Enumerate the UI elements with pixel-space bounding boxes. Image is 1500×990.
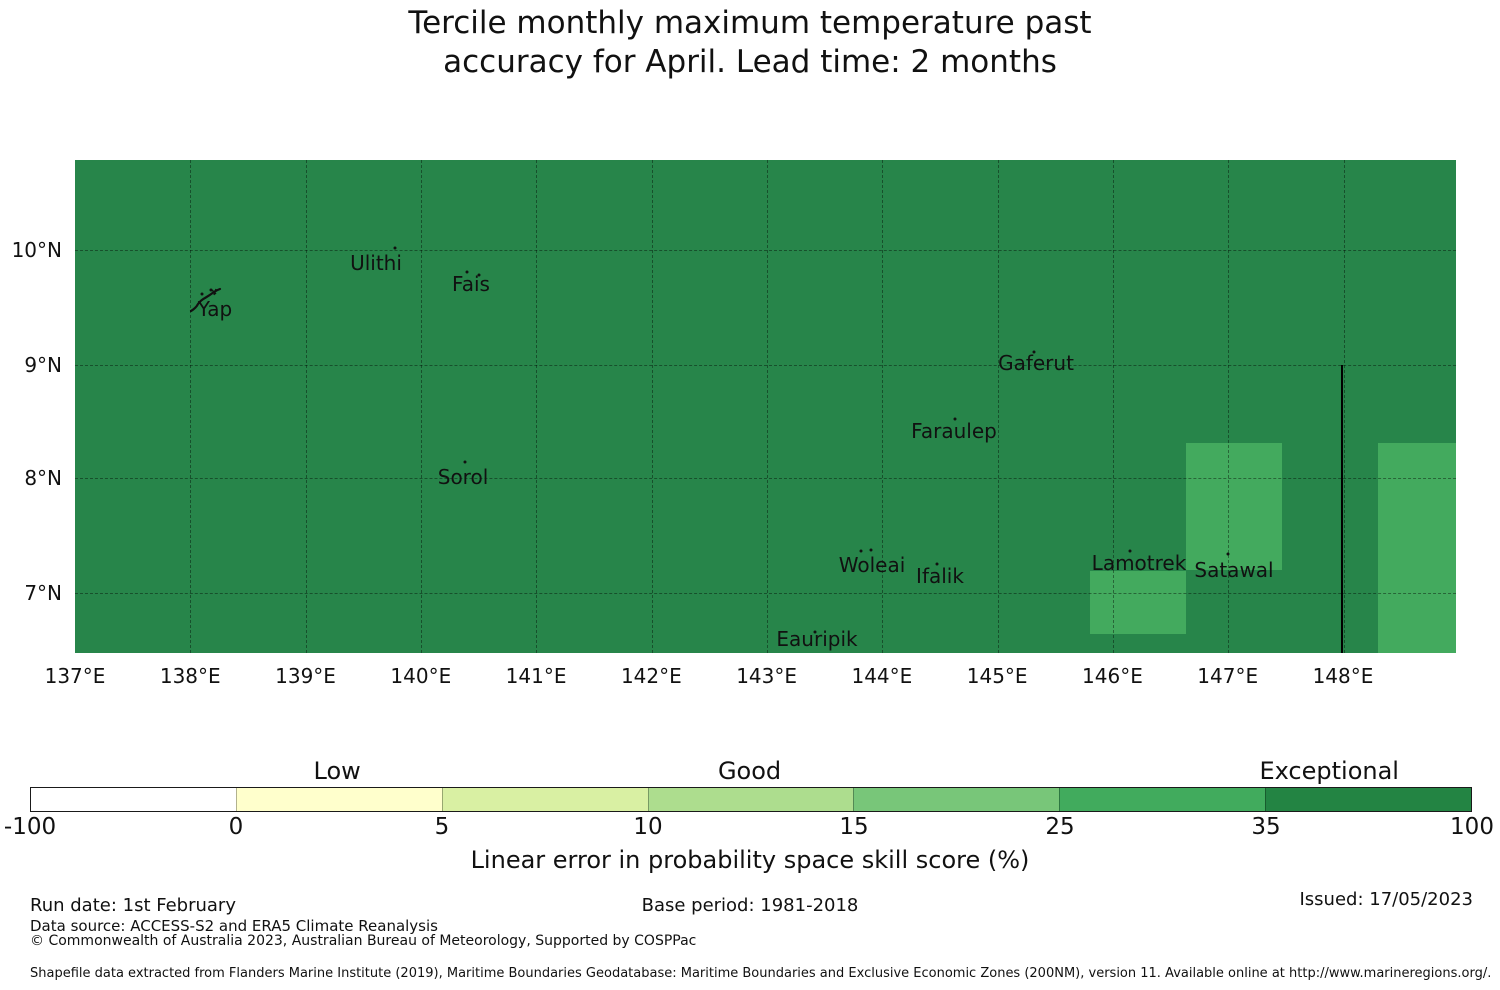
gridline-vertical (1344, 160, 1345, 653)
island-dot (477, 273, 481, 277)
gridline-vertical (306, 160, 307, 653)
shapefile-attribution-text: Shapefile data extracted from Flanders M… (30, 966, 1492, 981)
island-dot (1032, 350, 1036, 354)
eez-boundary-line (1341, 365, 1343, 653)
island-dot (869, 548, 873, 552)
island-dot (813, 630, 817, 634)
x-axis-tick-label: 142°E (620, 664, 682, 688)
colorbar-category-label: Low (313, 757, 361, 785)
run-date-text: Run date: 1st February (30, 895, 236, 916)
island-label: Gaferut (998, 351, 1074, 375)
x-axis-tick-label: 138°E (159, 664, 221, 688)
gridline-vertical (998, 160, 999, 653)
colorbar-category-label: Exceptional (1259, 757, 1399, 785)
copyright-text: © Commonwealth of Australia 2023, Austra… (30, 933, 697, 949)
island-dot (1226, 552, 1230, 556)
colorbar-tick-label: -100 (3, 814, 57, 840)
island-dot (953, 417, 957, 421)
gridline-horizontal (75, 593, 1456, 594)
colorbar-segment (647, 788, 854, 811)
chart-title: Tercile monthly maximum temperature past… (0, 4, 1500, 82)
island-label: Fais (452, 272, 490, 296)
low-skill-patch (1090, 571, 1186, 634)
colorbar-category-label: Good (717, 757, 782, 785)
island-dot (393, 246, 397, 250)
x-axis-tick-label: 147°E (1197, 664, 1259, 688)
y-axis-tick-label: 8°N (24, 466, 62, 490)
island-dot (465, 270, 469, 274)
colorbar-tick-label: 15 (839, 814, 869, 840)
x-axis-tick-label: 143°E (736, 664, 798, 688)
island-dot (859, 549, 863, 553)
island-label: Woleai (838, 553, 906, 577)
gridline-vertical (1228, 160, 1229, 653)
colorbar-segment (441, 788, 648, 811)
island-dot (1128, 549, 1132, 553)
island-dot (200, 292, 204, 296)
island-label: Sorol (437, 465, 489, 489)
gridline-vertical (536, 160, 537, 653)
low-skill-patch (1186, 443, 1282, 570)
colorbar-tick-label: 5 (434, 814, 450, 840)
y-axis-tick-label: 9°N (24, 353, 62, 377)
colorbar-tick-label: 100 (1450, 814, 1494, 840)
gridline-vertical (652, 160, 653, 653)
y-axis-tick-label: 7°N (24, 581, 62, 605)
x-axis-tick-label: 139°E (275, 664, 336, 688)
colorbar-tick-label: 10 (633, 814, 663, 840)
data-source-text: Data source: ACCESS-S2 and ERA5 Climate … (30, 917, 438, 935)
x-axis-tick-label: 148°E (1312, 664, 1374, 688)
x-axis-tick-label: 145°E (966, 664, 1028, 688)
gridline-horizontal (75, 365, 1456, 366)
island-label: Lamotrek (1091, 551, 1187, 575)
map-canvas: Yap Ulithi Fais Sorol Gaferut Faraulep Woleai I… (75, 160, 1456, 653)
island-label: Ifalik (916, 564, 964, 588)
x-axis-tick-label: 137°E (44, 664, 106, 688)
island-label: Faraulep (911, 419, 997, 443)
gridline-horizontal (75, 250, 1456, 251)
island-label: Satawal (1194, 558, 1274, 582)
island-label: Yap (197, 297, 233, 321)
chart-title-line1: Tercile monthly maximum temperature past (408, 5, 1092, 41)
low-skill-patch (1378, 443, 1456, 653)
x-axis-tick-label: 144°E (851, 664, 913, 688)
colorbar-segment (1059, 788, 1266, 811)
island-label: Eauripik (776, 627, 858, 651)
gridline-vertical (190, 160, 191, 653)
chart-title-line2: accuracy for April. Lead time: 2 months (443, 44, 1057, 80)
colorbar-segment (31, 788, 236, 811)
gridline-vertical (767, 160, 768, 653)
base-period-text: Base period: 1981-2018 (641, 895, 859, 916)
colorbar-tick-label: 35 (1251, 814, 1281, 840)
colorbar-axis-label: Linear error in probability space skill … (470, 846, 1030, 874)
colorbar (30, 787, 1472, 812)
issued-date-text: Issued: 17/05/2023 (1299, 889, 1473, 910)
x-axis-tick-label: 146°E (1082, 664, 1143, 688)
island-dot (463, 460, 467, 464)
colorbar-segment (853, 788, 1060, 811)
gridline-vertical (1113, 160, 1114, 653)
gridline-vertical (882, 160, 883, 653)
colorbar-tick-label: 25 (1045, 814, 1075, 840)
x-axis-tick-label: 140°E (390, 664, 452, 688)
island-label: Ulithi (350, 251, 402, 275)
gridline-horizontal (75, 478, 1456, 479)
x-axis-tick-label: 141°E (505, 664, 567, 688)
island-dot (209, 288, 213, 292)
colorbar-segment (1265, 788, 1472, 811)
gridline-vertical (421, 160, 422, 653)
colorbar-tick-label: 0 (228, 814, 244, 840)
yap-island-shape (189, 287, 222, 313)
y-axis-tick-label: 10°N (11, 238, 62, 262)
island-dot (935, 562, 939, 566)
colorbar-segment (235, 788, 442, 811)
